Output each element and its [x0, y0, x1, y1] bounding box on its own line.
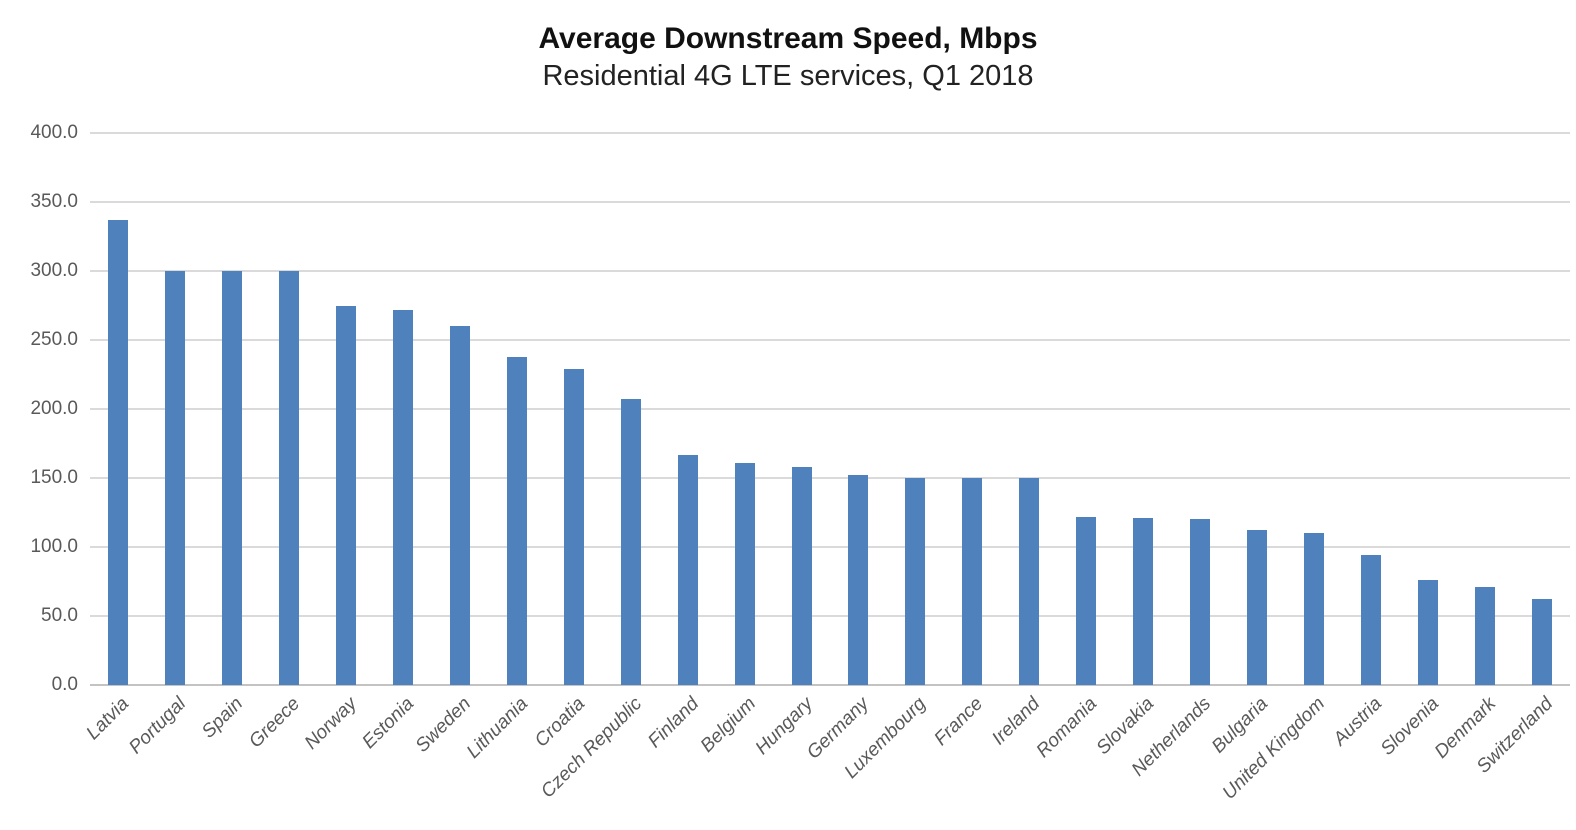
bar-bulgaria — [1246, 530, 1267, 685]
bar-estonia — [393, 309, 414, 685]
bar-denmark — [1474, 587, 1495, 685]
bar-luxembourg — [905, 478, 926, 685]
bar-romania — [1076, 516, 1097, 685]
bar-spain — [222, 271, 243, 685]
bar-norway — [336, 305, 357, 685]
gridline-350 — [90, 201, 1570, 203]
bar-france — [962, 478, 983, 685]
ytick-label-50.0: 50.0 — [41, 605, 78, 626]
chart-subtitle: Residential 4G LTE services, Q1 2018 — [542, 60, 1034, 92]
gridline-400 — [90, 132, 1570, 134]
bar-netherlands — [1190, 519, 1210, 685]
bar-greece — [279, 271, 300, 685]
gridline-300 — [90, 270, 1570, 272]
gridline-200 — [90, 408, 1570, 410]
gridline-50 — [90, 615, 1570, 617]
bar-sweden — [450, 326, 470, 685]
gridline-250 — [90, 339, 1570, 341]
ytick-label-400.0: 400.0 — [30, 122, 78, 143]
ytick-label-300.0: 300.0 — [30, 260, 78, 281]
bar-croatia — [563, 368, 584, 685]
bar-portugal — [165, 271, 186, 685]
ytick-label-100.0: 100.0 — [30, 536, 78, 557]
ytick-label-200.0: 200.0 — [30, 398, 78, 419]
bar-germany — [848, 475, 869, 685]
bar-lithuania — [506, 356, 527, 685]
bar-ireland — [1019, 478, 1040, 685]
bar-czech-republic — [620, 399, 641, 685]
bar-united-kingdom — [1303, 533, 1324, 685]
ytick-label-350.0: 350.0 — [30, 191, 78, 212]
bar-finland — [677, 454, 698, 685]
bar-belgium — [734, 462, 755, 685]
chart-title: Average Downstream Speed, Mbps — [538, 22, 1038, 55]
gridline-100 — [90, 546, 1570, 548]
bar-latvia — [108, 219, 129, 685]
ytick-label-0.0: 0.0 — [51, 674, 78, 695]
x-axis-baseline — [90, 684, 1570, 686]
gridline-150 — [90, 477, 1570, 479]
bar-slovakia — [1133, 518, 1154, 685]
ytick-label-250.0: 250.0 — [30, 329, 78, 350]
bar-austria — [1360, 555, 1381, 685]
ytick-label-150.0: 150.0 — [30, 467, 78, 488]
bar-slovenia — [1417, 580, 1438, 685]
bar-hungary — [791, 466, 812, 685]
bar-switzerland — [1531, 599, 1552, 685]
